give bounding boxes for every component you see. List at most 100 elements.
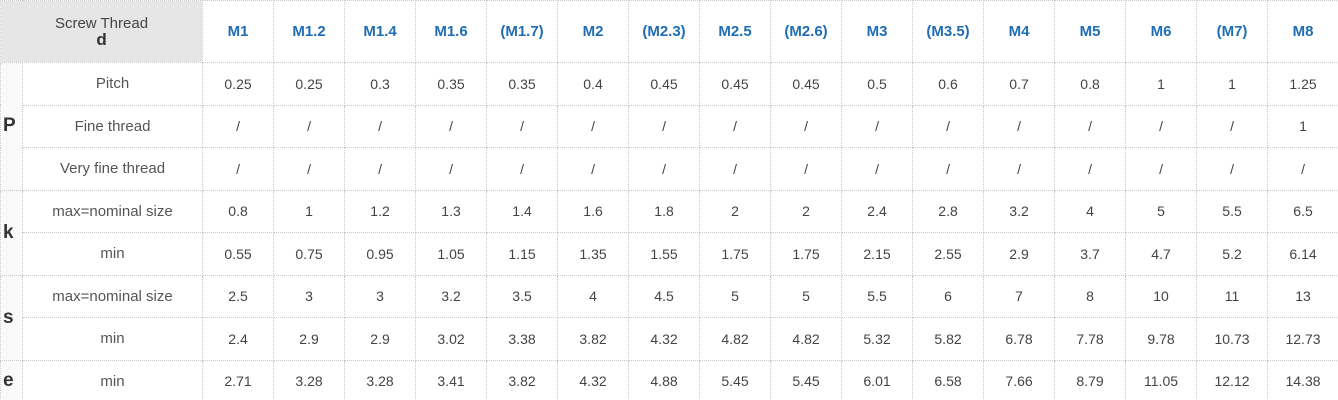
cell-value: 8 (1054, 274, 1127, 318)
column-header: (M7) (1196, 0, 1269, 63)
cell-value: 0.7 (983, 62, 1056, 106)
cell-value: 3.2 (415, 274, 488, 318)
cell-value: 0.75 (273, 232, 346, 276)
column-header: M1.4 (344, 0, 417, 63)
cell-value: 3.7 (1054, 232, 1127, 276)
cell-value: 6 (912, 274, 985, 318)
cell-value: 1.35 (557, 232, 630, 276)
cell-value: 3.28 (344, 359, 417, 400)
column-header: M2.5 (699, 0, 772, 63)
cell-value: 0.25 (202, 62, 275, 106)
cell-value: 2.55 (912, 232, 985, 276)
table-row: s max=nominal size 2.5 3 3 3.2 3.5 4 4.5 5 5 5.5 6 7 8… (0, 274, 1338, 361)
cell-value: 1 (1196, 62, 1269, 106)
cell-value: 1.2 (344, 189, 417, 233)
cell-value: / (983, 147, 1056, 191)
group-symbol: k (0, 189, 23, 276)
cell-value: / (1196, 147, 1269, 191)
cell-value: 4.82 (699, 317, 772, 361)
cell-value: 7.66 (983, 359, 1056, 400)
cell-value: 6.14 (1267, 232, 1338, 276)
row-label: min (21, 317, 204, 361)
table-row: k max=nominal size 0.8 1 1.2 1.3 1.4 1.6 1.8 2 2 2.… (0, 189, 1338, 276)
cell-value: 13 (1267, 274, 1338, 318)
cell-value: / (1196, 104, 1269, 148)
group-symbol: e (0, 359, 23, 400)
cell-value: / (1125, 104, 1198, 148)
group-symbol: P (0, 62, 23, 191)
cell-value: 5.32 (841, 317, 914, 361)
cell-value: 4 (1054, 189, 1127, 233)
cell-value: / (699, 147, 772, 191)
cell-value: / (983, 104, 1056, 148)
cell-value: 10 (1125, 274, 1198, 318)
cell-value: 0.8 (1054, 62, 1127, 106)
column-header: M3 (841, 0, 914, 63)
cell-value: 1.75 (770, 232, 843, 276)
cell-value: 4.7 (1125, 232, 1198, 276)
cell-value: 1.4 (486, 189, 559, 233)
cell-value: 3.28 (273, 359, 346, 400)
cell-value: 11.05 (1125, 359, 1198, 400)
cell-value: 4.32 (557, 359, 630, 400)
row-label: min (21, 232, 204, 276)
cell-value: 7 (983, 274, 1056, 318)
table-row: min 2.4 2.9 2.9 3.02 3.38 3.82 4.32 4.82 4.82 5.32… (1, 317, 1338, 361)
cell-value: 2.15 (841, 232, 914, 276)
cell-value: 4.82 (770, 317, 843, 361)
column-header: M6 (1125, 0, 1198, 63)
corner-header: Screw Thread d (0, 0, 204, 63)
cell-value: / (486, 147, 559, 191)
column-header: M1 (202, 0, 275, 63)
cell-value: 12.12 (1196, 359, 1269, 400)
table-row: min 0.55 0.75 0.95 1.05 1.15 1.35 1.55 1.75 1.75 2… (1, 232, 1338, 276)
column-header: M8 (1267, 0, 1338, 63)
cell-value: 0.45 (628, 62, 701, 106)
cell-value: 2.5 (202, 274, 275, 318)
cell-value: 0.3 (344, 62, 417, 106)
cell-value: 2.9 (344, 317, 417, 361)
cell-value: / (344, 147, 417, 191)
cell-value: 5.5 (841, 274, 914, 318)
row-label: Very fine thread (21, 147, 204, 191)
cell-value: 1 (1267, 104, 1338, 148)
cell-value: 0.45 (699, 62, 772, 106)
cell-value: 6.01 (841, 359, 914, 400)
cell-value: 0.4 (557, 62, 630, 106)
column-header: M2 (557, 0, 630, 63)
cell-value: / (415, 147, 488, 191)
cell-value: 1 (273, 189, 346, 233)
cell-value: 4.88 (628, 359, 701, 400)
cell-value: / (1125, 147, 1198, 191)
column-header: (M1.7) (486, 0, 559, 63)
cell-value: 1.6 (557, 189, 630, 233)
cell-value: 4.5 (628, 274, 701, 318)
cell-value: 0.5 (841, 62, 914, 106)
cell-value: 6.5 (1267, 189, 1338, 233)
table-row: Very fine thread / / / / / / / / / / / / / / / / (1, 147, 1338, 191)
cell-value: / (628, 104, 701, 148)
cell-value: / (841, 147, 914, 191)
cell-value: 4.32 (628, 317, 701, 361)
cell-value: 9.78 (1125, 317, 1198, 361)
cell-value: 3.82 (557, 317, 630, 361)
column-header: (M2.6) (770, 0, 843, 63)
cell-value: 2 (770, 189, 843, 233)
cell-value: 0.6 (912, 62, 985, 106)
cell-value: 1 (1125, 62, 1198, 106)
cell-value: 6.78 (983, 317, 1056, 361)
cell-value: / (273, 104, 346, 148)
cell-value: 8.79 (1054, 359, 1127, 400)
cell-value: 2.4 (841, 189, 914, 233)
cell-value: 1.15 (486, 232, 559, 276)
cell-value: 4 (557, 274, 630, 318)
cell-value: 5 (699, 274, 772, 318)
row-label: Pitch (21, 62, 204, 106)
cell-value: 11 (1196, 274, 1269, 318)
cell-value: 5 (1125, 189, 1198, 233)
cell-value: 1.75 (699, 232, 772, 276)
column-header: M4 (983, 0, 1056, 63)
cell-value: / (273, 147, 346, 191)
